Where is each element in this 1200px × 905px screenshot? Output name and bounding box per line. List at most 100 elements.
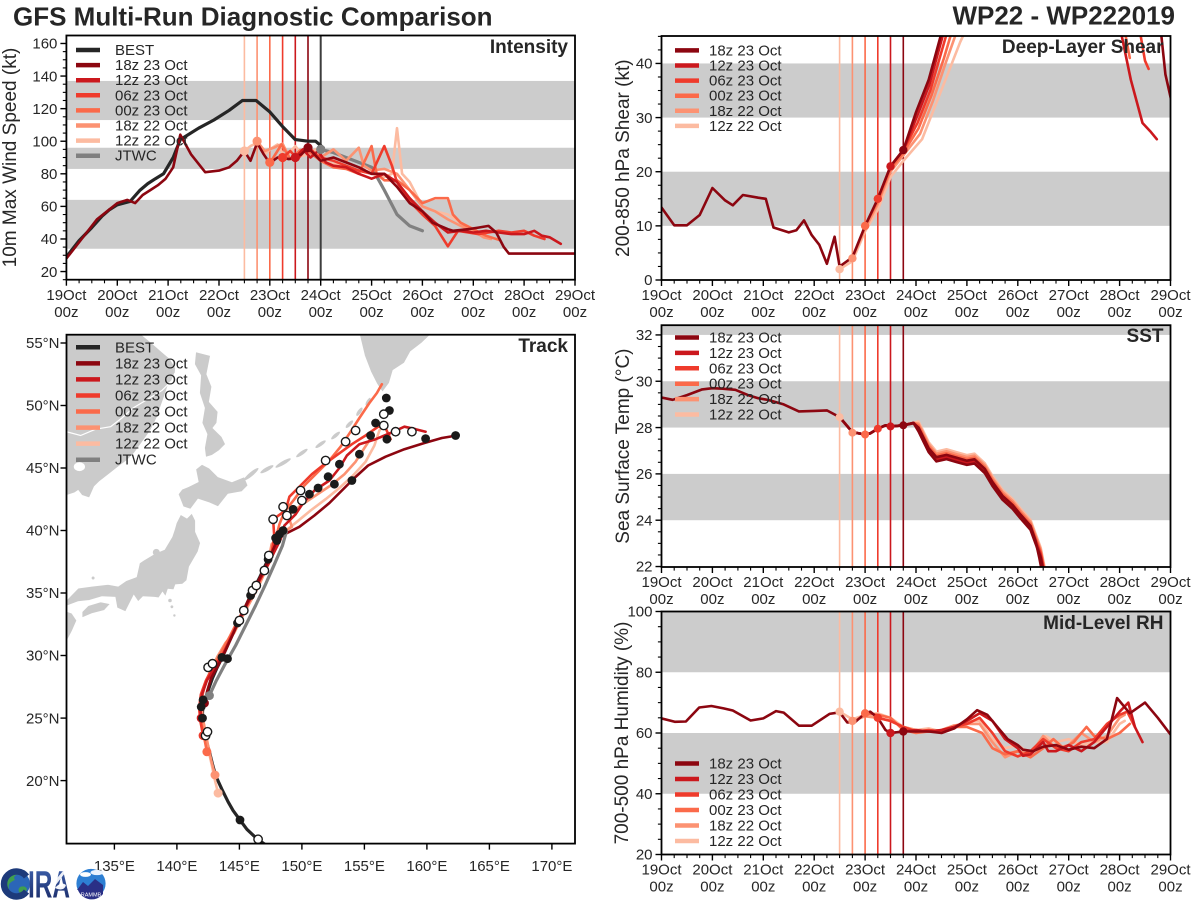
svg-text:25Oct: 25Oct	[352, 287, 393, 304]
svg-text:Track: Track	[518, 336, 568, 357]
svg-text:29Oct: 29Oct	[555, 287, 596, 304]
svg-text:00z: 00z	[700, 879, 724, 896]
svg-text:80: 80	[41, 166, 58, 183]
svg-text:29Oct: 29Oct	[1150, 862, 1191, 879]
svg-text:45°N: 45°N	[26, 460, 60, 477]
svg-text:00z: 00z	[1057, 879, 1081, 896]
svg-text:18z 22 Oct: 18z 22 Oct	[709, 391, 782, 408]
svg-text:18z 23 Oct: 18z 23 Oct	[709, 42, 782, 59]
svg-text:20Oct: 20Oct	[692, 574, 733, 591]
svg-text:GFS Multi-Run Diagnostic Compa: GFS Multi-Run Diagnostic Comparison	[13, 2, 493, 32]
svg-text:22Oct: 22Oct	[794, 287, 835, 304]
svg-text:00z: 00z	[904, 304, 928, 321]
svg-text:00z: 00z	[1057, 591, 1081, 608]
svg-text:06z 23 Oct: 06z 23 Oct	[709, 360, 782, 377]
svg-text:12z 23 Oct: 12z 23 Oct	[709, 345, 782, 362]
svg-text:29Oct: 29Oct	[1150, 574, 1191, 591]
svg-text:26Oct: 26Oct	[998, 862, 1039, 879]
svg-text:00z: 00z	[1006, 879, 1030, 896]
svg-text:Deep-Layer Shear: Deep-Layer Shear	[1002, 37, 1164, 58]
svg-text:30: 30	[636, 110, 653, 127]
svg-text:20Oct: 20Oct	[97, 287, 138, 304]
svg-text:12z 22 Oct: 12z 22 Oct	[709, 118, 782, 135]
svg-text:06z 23 Oct: 06z 23 Oct	[709, 787, 782, 804]
svg-text:21Oct: 21Oct	[743, 862, 784, 879]
svg-text:00z 23 Oct: 00z 23 Oct	[709, 376, 782, 393]
svg-text:18z 22 Oct: 18z 22 Oct	[115, 118, 188, 135]
svg-text:00z: 00z	[751, 304, 775, 321]
svg-text:12z 23 Oct: 12z 23 Oct	[709, 771, 782, 788]
svg-text:23Oct: 23Oct	[845, 862, 886, 879]
svg-text:00z: 00z	[461, 304, 485, 321]
svg-text:20°N: 20°N	[26, 773, 60, 790]
svg-text:40: 40	[636, 786, 653, 803]
svg-text:22Oct: 22Oct	[794, 862, 835, 879]
svg-text:27Oct: 27Oct	[453, 287, 494, 304]
svg-text:100: 100	[627, 604, 652, 621]
svg-text:06z 23 Oct: 06z 23 Oct	[709, 73, 782, 90]
svg-text:145°E: 145°E	[219, 858, 260, 875]
svg-text:06z 23 Oct: 06z 23 Oct	[115, 87, 188, 104]
svg-text:32: 32	[636, 327, 653, 344]
svg-text:25Oct: 25Oct	[947, 862, 988, 879]
svg-text:18z 22 Oct: 18z 22 Oct	[709, 818, 782, 835]
svg-text:00z: 00z	[802, 879, 826, 896]
svg-text:19Oct: 19Oct	[641, 862, 682, 879]
svg-text:40: 40	[41, 231, 58, 248]
svg-text:60: 60	[636, 725, 653, 742]
svg-text:60: 60	[41, 199, 58, 216]
svg-text:12z 22 Oct: 12z 22 Oct	[115, 436, 188, 453]
svg-text:12z 23 Oct: 12z 23 Oct	[115, 72, 188, 89]
svg-text:26Oct: 26Oct	[998, 574, 1039, 591]
svg-text:25Oct: 25Oct	[947, 574, 988, 591]
svg-text:700-500 hPa Humidity (%): 700-500 hPa Humidity (%)	[612, 622, 633, 845]
svg-text:27Oct: 27Oct	[1049, 862, 1090, 879]
svg-text:00z: 00z	[751, 591, 775, 608]
svg-text:28Oct: 28Oct	[504, 287, 545, 304]
svg-text:00z: 00z	[1006, 304, 1030, 321]
svg-text:26Oct: 26Oct	[998, 287, 1039, 304]
svg-text:12z 22 Oct: 12z 22 Oct	[709, 407, 782, 424]
svg-text:19Oct: 19Oct	[46, 287, 87, 304]
svg-text:00z: 00z	[904, 879, 928, 896]
svg-text:00z: 00z	[904, 591, 928, 608]
svg-text:19Oct: 19Oct	[641, 574, 682, 591]
svg-text:00z: 00z	[156, 304, 180, 321]
svg-text:165°E: 165°E	[469, 858, 510, 875]
svg-text:00z: 00z	[1158, 879, 1182, 896]
svg-text:18z 23 Oct: 18z 23 Oct	[115, 57, 188, 74]
svg-text:50°N: 50°N	[26, 398, 60, 415]
svg-text:21Oct: 21Oct	[148, 287, 189, 304]
svg-text:00z: 00z	[410, 304, 434, 321]
svg-text:00z: 00z	[649, 304, 673, 321]
svg-text:12z 23 Oct: 12z 23 Oct	[115, 371, 188, 388]
svg-text:00z: 00z	[563, 304, 587, 321]
svg-text:22: 22	[636, 559, 653, 576]
svg-text:BEST: BEST	[115, 42, 154, 59]
svg-text:WP22 - WP222019: WP22 - WP222019	[952, 1, 1175, 31]
svg-text:00z: 00z	[1108, 591, 1132, 608]
svg-text:00z 23 Oct: 00z 23 Oct	[115, 404, 188, 421]
svg-text:12z 22 Oct: 12z 22 Oct	[115, 133, 188, 150]
svg-text:24Oct: 24Oct	[896, 287, 937, 304]
svg-text:00z: 00z	[309, 304, 333, 321]
svg-text:00z: 00z	[1057, 304, 1081, 321]
svg-text:55°N: 55°N	[26, 335, 60, 352]
svg-text:00z: 00z	[853, 591, 877, 608]
svg-text:00z: 00z	[1006, 591, 1030, 608]
svg-text:29Oct: 29Oct	[1150, 287, 1191, 304]
svg-text:00z: 00z	[700, 304, 724, 321]
svg-text:18z 22 Oct: 18z 22 Oct	[115, 420, 188, 437]
svg-text:23Oct: 23Oct	[845, 287, 886, 304]
svg-text:00z: 00z	[700, 591, 724, 608]
svg-text:00z 23 Oct: 00z 23 Oct	[709, 802, 782, 819]
svg-text:0: 0	[644, 272, 652, 289]
svg-text:140°E: 140°E	[156, 858, 197, 875]
svg-text:12z 22 Oct: 12z 22 Oct	[709, 833, 782, 850]
svg-text:28: 28	[636, 420, 653, 437]
svg-text:RAMMB: RAMMB	[81, 893, 102, 899]
svg-text:160: 160	[32, 36, 57, 53]
svg-text:00z: 00z	[955, 304, 979, 321]
svg-text:00z: 00z	[853, 304, 877, 321]
svg-text:24: 24	[636, 512, 653, 529]
